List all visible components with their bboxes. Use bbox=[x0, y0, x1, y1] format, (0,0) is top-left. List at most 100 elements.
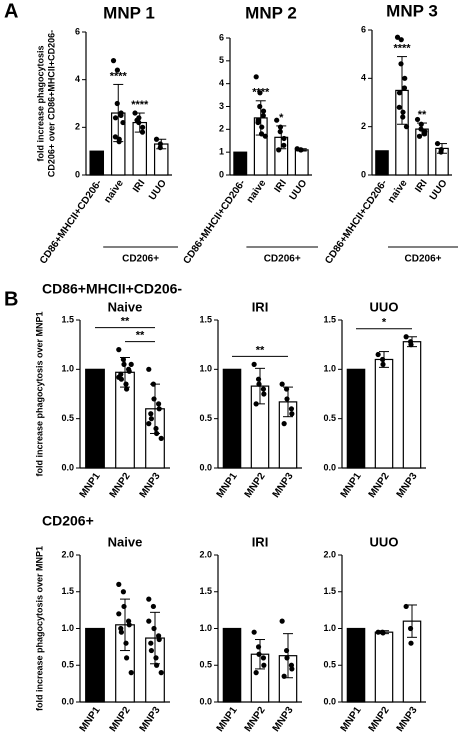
data-point bbox=[150, 381, 156, 387]
y-tick-label: 2.0 bbox=[323, 549, 336, 559]
data-point bbox=[262, 133, 268, 139]
y-tick-label: 3 bbox=[219, 101, 224, 111]
group-label: CD206+ bbox=[42, 513, 94, 529]
data-point bbox=[154, 662, 160, 668]
data-point bbox=[146, 618, 152, 624]
data-point bbox=[146, 366, 152, 372]
chart-title: IRI bbox=[252, 534, 269, 549]
bar bbox=[346, 368, 366, 469]
y-tick-label: 1.0 bbox=[323, 623, 336, 633]
data-point bbox=[148, 647, 154, 654]
significance: ** bbox=[418, 109, 427, 121]
data-point bbox=[255, 119, 261, 126]
y-axis-label: CD206+ over CD86+MHCII+CD206- bbox=[46, 30, 56, 177]
data-point bbox=[281, 421, 287, 427]
data-point bbox=[279, 618, 285, 624]
data-point bbox=[148, 640, 154, 646]
y-tick-label: 0.5 bbox=[323, 413, 336, 423]
chart-title: MNP 3 bbox=[386, 1, 438, 20]
y-tick-label: 0 bbox=[75, 169, 80, 179]
data-point bbox=[403, 334, 409, 340]
data-point bbox=[274, 117, 280, 123]
data-point bbox=[401, 85, 408, 91]
data-point bbox=[400, 114, 406, 120]
y-tick-label: 0.5 bbox=[199, 660, 212, 670]
data-point bbox=[154, 430, 160, 437]
data-point bbox=[148, 411, 154, 417]
data-point bbox=[112, 134, 118, 140]
y-tick-label: 0.0 bbox=[61, 696, 74, 706]
x-tick-label: MNP3 bbox=[138, 471, 163, 500]
data-point bbox=[112, 115, 119, 121]
data-point bbox=[258, 131, 265, 137]
data-point bbox=[398, 61, 404, 67]
data-point bbox=[128, 670, 134, 676]
data-point bbox=[402, 75, 408, 81]
x-tick-label: MNP2 bbox=[108, 471, 133, 500]
data-point bbox=[257, 103, 263, 110]
data-point bbox=[255, 644, 262, 650]
y-tick-label: 0 bbox=[361, 169, 366, 179]
significance: ** bbox=[121, 316, 130, 328]
data-point bbox=[284, 655, 290, 661]
x-tick-label: MNP1 bbox=[215, 471, 240, 500]
panel-label: B bbox=[4, 288, 18, 310]
data-point bbox=[128, 361, 134, 367]
x-tick-label: MNP3 bbox=[395, 471, 420, 500]
data-point bbox=[408, 342, 414, 348]
data-point bbox=[121, 603, 127, 610]
y-tick-label: 1.0 bbox=[199, 623, 212, 633]
y-tick-label: 1.0 bbox=[61, 623, 74, 633]
y-tick-label: 1.0 bbox=[61, 364, 74, 374]
x-tick-label: IRI bbox=[273, 178, 289, 195]
data-point bbox=[114, 67, 120, 73]
data-point bbox=[116, 581, 122, 588]
data-point bbox=[260, 108, 267, 114]
significance: * bbox=[382, 317, 387, 329]
data-point bbox=[120, 589, 126, 595]
bar bbox=[222, 627, 242, 703]
subgroup-label: CD206+ bbox=[264, 254, 301, 265]
data-point bbox=[379, 356, 386, 363]
x-tick-label: MNP1 bbox=[339, 705, 364, 734]
bar bbox=[402, 341, 422, 469]
y-tick-label: 0.5 bbox=[61, 660, 74, 670]
chart-title: UUO bbox=[370, 534, 399, 549]
x-tick-label: MNP1 bbox=[215, 705, 240, 734]
data-point bbox=[298, 147, 304, 153]
data-point bbox=[124, 655, 130, 661]
chart-title: Naive bbox=[108, 299, 143, 314]
data-point bbox=[253, 74, 259, 80]
x-tick-label: MNP2 bbox=[243, 705, 268, 734]
data-point bbox=[139, 129, 146, 135]
data-point bbox=[283, 647, 290, 654]
data-point bbox=[400, 109, 406, 115]
group-label: CD86+MHCII+CD206- bbox=[42, 281, 182, 297]
data-point bbox=[375, 629, 381, 635]
data-point bbox=[396, 104, 402, 110]
data-point bbox=[380, 361, 386, 367]
significance: **** bbox=[110, 70, 128, 82]
x-tick-label: UUO bbox=[147, 178, 169, 203]
chart-title: MNP 1 bbox=[103, 3, 155, 22]
data-point bbox=[124, 386, 130, 392]
data-point bbox=[146, 421, 152, 427]
data-point bbox=[151, 625, 157, 632]
data-point bbox=[284, 396, 290, 402]
data-point bbox=[150, 603, 156, 610]
data-point bbox=[281, 673, 287, 679]
data-point bbox=[110, 58, 117, 64]
y-axis-label: fold increase phagocytosis bbox=[35, 45, 45, 161]
data-point bbox=[408, 640, 414, 646]
data-point bbox=[158, 435, 164, 441]
y-axis-label: fold increase phagocytosis over MNP1 bbox=[34, 546, 44, 711]
data-point bbox=[134, 117, 140, 123]
x-tick-label: IRI bbox=[413, 178, 429, 195]
data-point bbox=[256, 651, 262, 657]
data-point bbox=[132, 110, 138, 116]
data-point bbox=[157, 144, 163, 151]
bar bbox=[85, 627, 105, 703]
data-point bbox=[403, 124, 410, 130]
y-axis-label: fold increase phagocytosis over MNP1 bbox=[34, 311, 44, 476]
y-tick-label: 1.0 bbox=[323, 364, 336, 374]
